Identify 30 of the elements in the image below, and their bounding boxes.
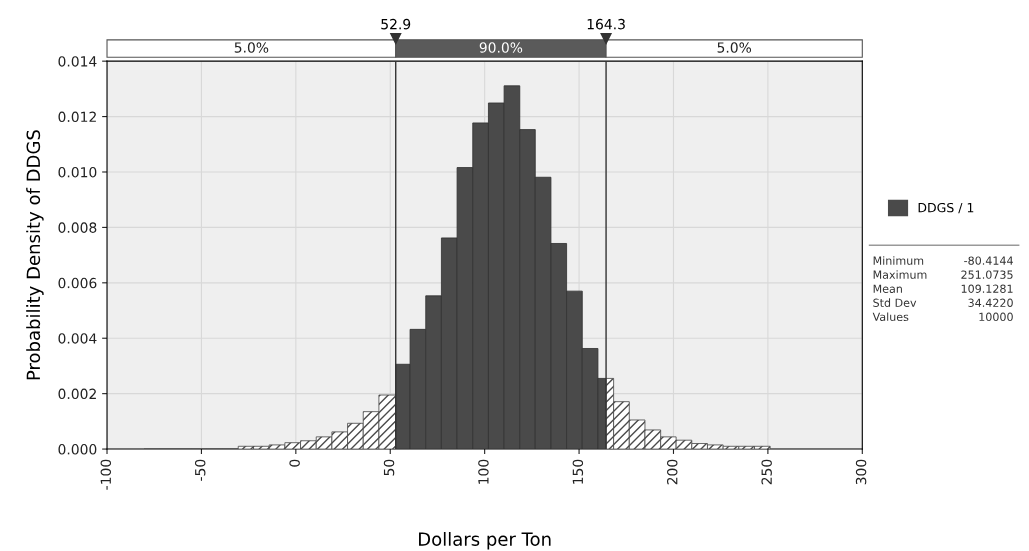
x-tick-label: 250: [761, 459, 772, 485]
y-tick-label: 0.000: [58, 444, 97, 455]
x-tick-label: -100: [100, 459, 112, 490]
ref-line-label: 52.9: [381, 18, 411, 30]
y-tick-label: 0.014: [58, 56, 97, 67]
text: 90.0%: [479, 42, 523, 53]
legend-label: DDGS / 1: [918, 202, 974, 214]
y-axis-title: Probability Density of DDGS: [26, 130, 44, 380]
x-tick-label: 0: [289, 459, 300, 467]
x-tick-label: 50: [383, 459, 395, 476]
x-tick-label: 100: [478, 459, 489, 484]
text: Std Dev 34.4220: [873, 298, 1013, 307]
y-tick-label: 0.002: [58, 388, 96, 400]
text: 5.0%: [234, 42, 269, 53]
x-tick-label: -50: [194, 459, 206, 481]
y-tick-label: 0.012: [58, 111, 96, 123]
x-tick-label: 200: [667, 459, 678, 485]
text: 5.0%: [717, 42, 752, 53]
text: Mean 109.1281: [873, 284, 1013, 293]
y-tick-label: 0.008: [58, 222, 97, 233]
text: Values 10000: [872, 312, 1013, 322]
y-tick-label: 0.010: [58, 166, 97, 178]
x-tick-label: 150: [572, 459, 584, 484]
ref-line-label: 164.3: [587, 18, 625, 30]
y-tick-label: 0.004: [58, 333, 97, 344]
y-tick-label: 0.006: [58, 277, 97, 289]
x-axis-title: Dollars per Ton: [419, 531, 551, 550]
text: Minimum -80.4144: [873, 256, 1013, 265]
x-tick-label: 300: [855, 459, 867, 485]
text: Maximum 251.0735: [873, 270, 1013, 279]
